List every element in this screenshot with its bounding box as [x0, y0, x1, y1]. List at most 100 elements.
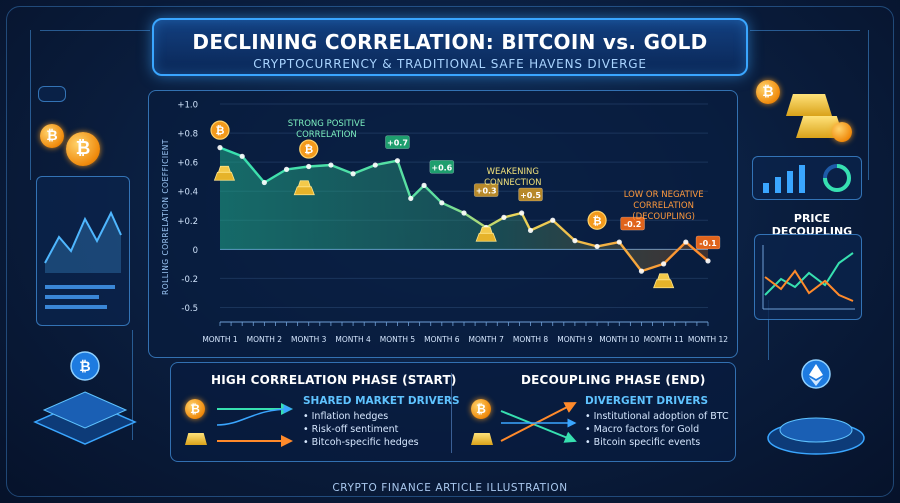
data-point	[421, 182, 427, 188]
x-tick-label: MONTH 9	[557, 335, 593, 344]
mini-bar-chart-icon	[763, 164, 851, 193]
series-area	[220, 147, 708, 272]
x-tick-label: MONTH 11	[644, 335, 684, 344]
x-tick-label: MONTH 6	[424, 335, 460, 344]
bitcoin-symbol: ₿	[304, 143, 313, 156]
data-label-box	[518, 187, 543, 202]
data-point	[705, 258, 711, 264]
outer-frame	[6, 6, 894, 497]
chart-annotation: STRONG POSITIVE	[288, 119, 365, 129]
gold-bar-icon	[213, 171, 236, 181]
data-point	[683, 239, 689, 245]
data-label-box	[473, 183, 499, 197]
page-subtitle: CRYPTOCURRENCY & TRADITIONAL SAFE HAVENS…	[253, 57, 647, 71]
shared-drivers-title: SHARED MARKET DRIVERS	[303, 395, 460, 407]
divergent-drivers-title: DIVERGENT DRIVERS	[585, 395, 709, 407]
phase-divider	[451, 373, 452, 453]
gold-bar-icon	[185, 433, 207, 445]
y-tick-label: +0.8	[177, 130, 198, 140]
data-point	[501, 214, 507, 220]
chart-annotation: WEAKENING	[487, 167, 539, 177]
data-point	[217, 145, 223, 151]
right-bar-chart-card	[752, 156, 862, 200]
x-tick-label: MONTH 4	[335, 335, 371, 344]
data-point	[372, 162, 378, 168]
gold-bar-icon	[471, 433, 493, 445]
data-point	[550, 217, 556, 223]
data-label: -0.1	[699, 239, 717, 248]
page-title: DECLINING CORRELATION: BITCOIN vs. GOLD	[192, 30, 708, 54]
data-point	[638, 268, 645, 274]
data-point	[394, 158, 401, 164]
decoupling-phase-title: DECOUPLING PHASE (END)	[521, 373, 706, 387]
footer-caption: CRYPTO FINANCE ARTICLE ILLUSTRATION	[332, 482, 568, 494]
circuit-line	[30, 30, 31, 180]
price-decoupling-chart-icon	[762, 245, 855, 310]
y-axis-label: ROLLING CORRELATION COEFFICIENT	[161, 139, 170, 295]
shared-driver-item: • Inflation hedges	[303, 411, 389, 422]
divergent-driver-item: • Bitcoin specific events	[585, 437, 701, 448]
data-label-box	[429, 160, 455, 174]
bitcoin-coin-icon	[210, 120, 230, 140]
data-point	[328, 162, 334, 168]
chart-annotation: LOW OR NEGATIVE	[624, 190, 704, 200]
data-point	[461, 210, 467, 216]
left-chart-card	[36, 176, 130, 326]
gold-coin-icon	[832, 122, 852, 142]
gold-bar-icon	[293, 186, 315, 196]
diverging-arrows-icon	[500, 402, 577, 443]
data-point	[283, 166, 290, 172]
bitcoin-coin-icon: ₿	[756, 80, 780, 104]
data-label: +0.7	[387, 139, 408, 148]
y-tick-label: -0.5	[181, 304, 198, 314]
parallel-arrows-icon	[216, 403, 293, 447]
gold-bar-icon	[653, 279, 675, 289]
data-point	[306, 163, 312, 170]
left-mini-icons	[38, 86, 66, 102]
data-point	[594, 243, 600, 250]
bitcoin-coin-icon: ₿	[471, 399, 491, 419]
data-point	[408, 195, 414, 202]
x-tick-label: MONTH 10	[599, 335, 639, 344]
x-tick-label: MONTH 7	[468, 335, 504, 344]
y-tick-label: 0	[193, 246, 198, 256]
x-tick-label: MONTH 8	[513, 335, 549, 344]
svg-text:₿: ₿	[79, 359, 90, 375]
chart-annotation: CORRELATION	[296, 130, 357, 140]
bitcoin-coin-icon	[299, 139, 319, 159]
data-point	[439, 200, 445, 206]
price-decoupling-card	[754, 234, 862, 320]
bitcoin-coin-icon: ₿	[185, 399, 205, 419]
circuit-line	[768, 300, 769, 360]
ethereum-platform-icon	[767, 359, 865, 455]
circuit-line	[868, 30, 869, 180]
data-point	[519, 210, 525, 216]
circuit-line	[750, 30, 860, 31]
chart-annotation: CONNECTION	[484, 178, 541, 188]
data-label-box	[620, 216, 645, 231]
data-point	[527, 227, 534, 234]
x-tick-label: MONTH 12	[688, 335, 728, 344]
circuit-line	[132, 330, 133, 440]
gold-bar-icon	[475, 232, 497, 242]
bitcoin-platform-icon: ₿	[33, 351, 137, 445]
x-tick-label: MONTH 3	[291, 335, 327, 344]
bitcoin-symbol: ₿	[216, 124, 225, 137]
correlation-chart: ₿ ₿ ₿ +0.7 +0.6 +0.3 +0.5 -0.2 -0.1 STRONG POSIT…	[161, 101, 728, 345]
data-label: +0.3	[476, 187, 497, 196]
bitcoin-coin-icon: ₿	[40, 124, 64, 148]
divergent-driver-item: • Institutional adoption of BTC	[585, 411, 729, 422]
high-phase-title: HIGH CORRELATION PHASE (START)	[211, 373, 457, 387]
y-tick-label: +0.4	[177, 188, 198, 198]
data-label: -0.2	[624, 220, 642, 229]
gold-bar-icon	[297, 180, 311, 188]
gold-bar-icon	[217, 165, 231, 173]
data-point	[572, 238, 578, 244]
bitcoin-coin-icon	[587, 210, 607, 230]
gold-bar-icon	[657, 273, 671, 281]
gold-bar-icon	[786, 94, 832, 116]
shared-driver-item: • Risk-off sentiment	[303, 424, 399, 435]
data-label: +0.6	[431, 163, 452, 172]
x-tick-label: MONTH 1	[202, 335, 238, 344]
data-point	[616, 239, 622, 245]
